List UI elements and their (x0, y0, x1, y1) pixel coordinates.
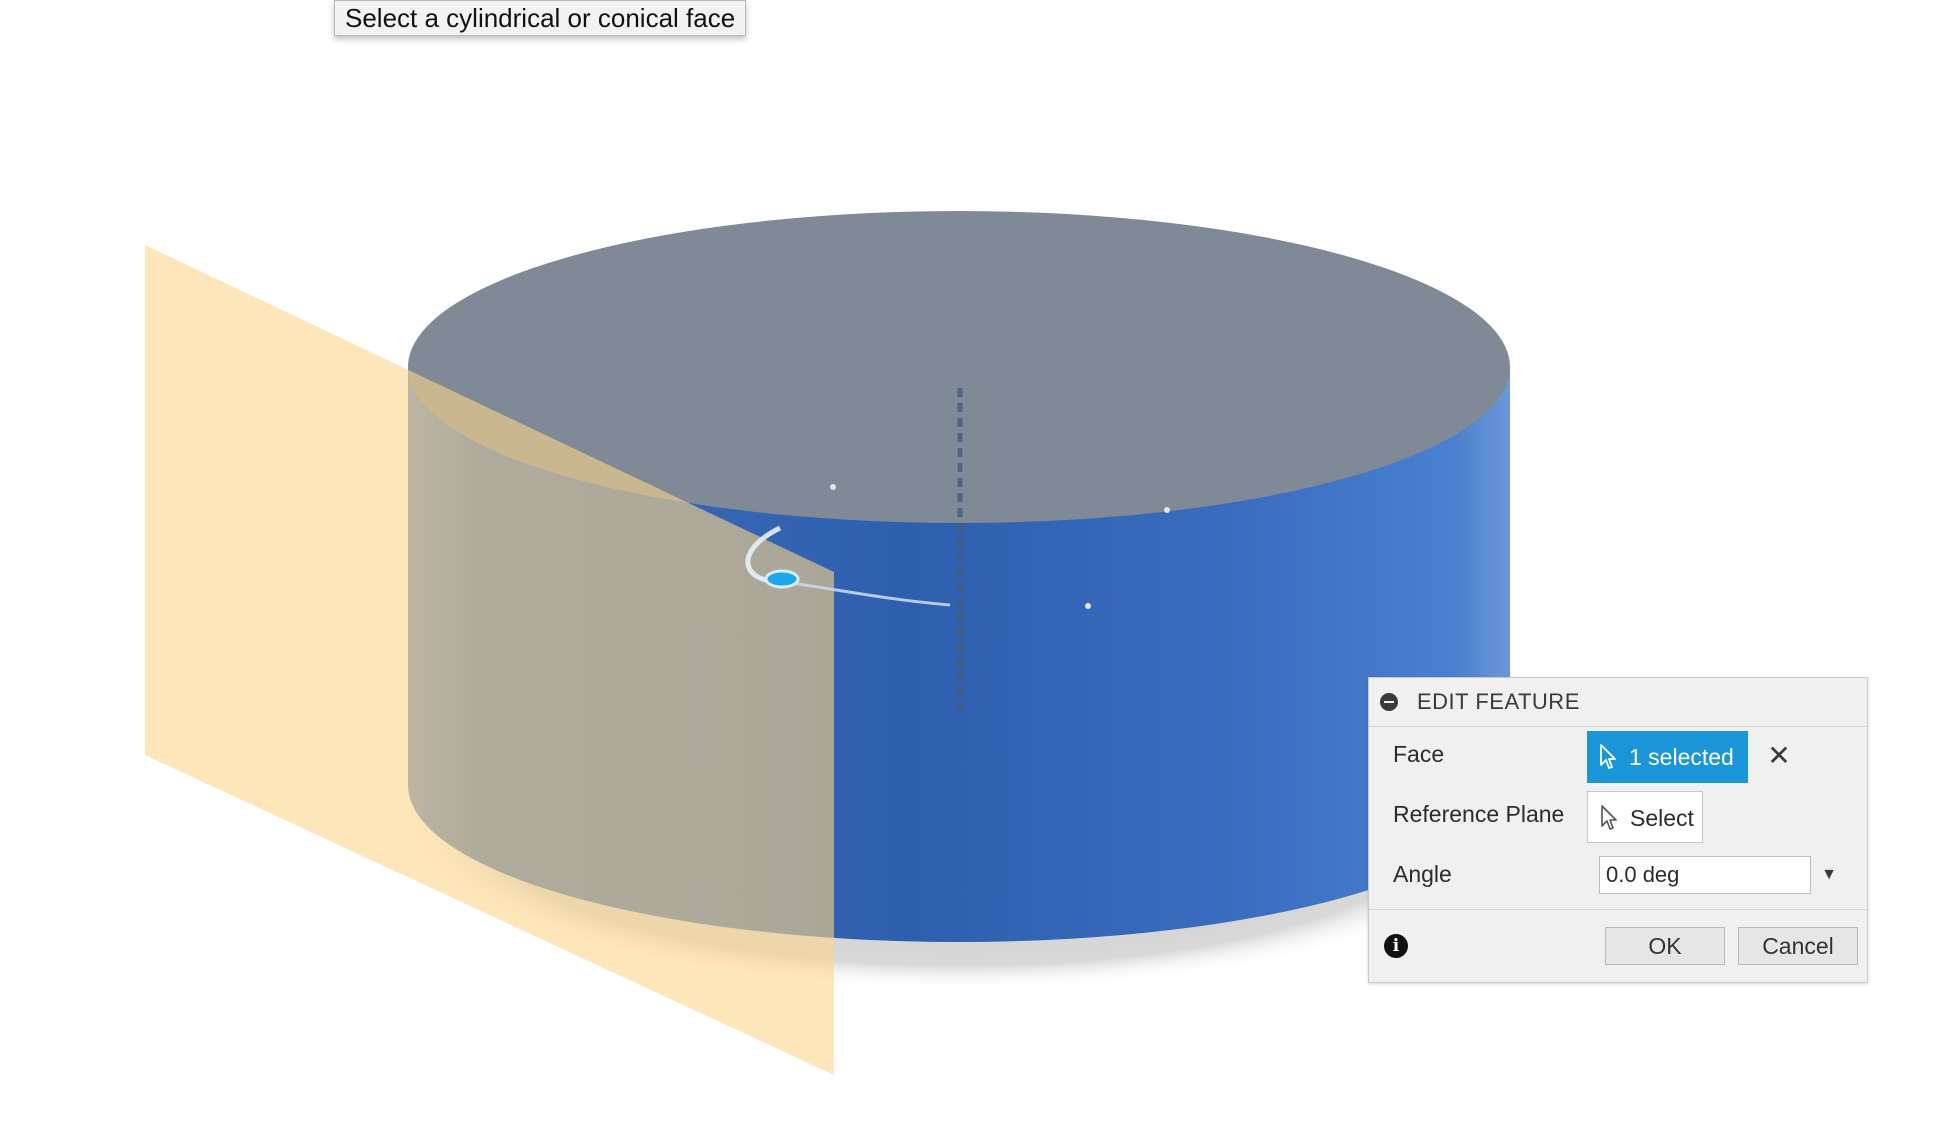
face-selection-button[interactable]: 1 selected (1587, 731, 1748, 783)
panel-header: EDIT FEATURE (1369, 678, 1867, 727)
close-x-icon[interactable]: ✕ (1767, 740, 1791, 771)
face-selection-text: 1 selected (1629, 744, 1734, 770)
angle-manipulator-handle[interactable] (764, 569, 800, 589)
cursor-arrow-icon (1601, 805, 1617, 830)
panel-title: EDIT FEATURE (1417, 689, 1580, 714)
reference-plane-label: Reference Plane (1393, 801, 1565, 827)
info-circle-icon[interactable]: i (1384, 934, 1408, 958)
panel-footer: i OK Cancel (1369, 909, 1867, 982)
face-label: Face (1393, 741, 1445, 767)
selection-prompt-tooltip: Select a cylindrical or conical face (334, 0, 747, 36)
cursor-arrow-icon (1600, 744, 1616, 769)
point-marker (1085, 603, 1091, 609)
cancel-button[interactable]: Cancel (1738, 927, 1858, 965)
triangle-down-icon[interactable]: ▼ (1821, 866, 1837, 883)
ok-button[interactable]: OK (1605, 927, 1725, 965)
edit-feature-panel: EDIT FEATURE Face 1 selected ✕ Reference… (1368, 677, 1868, 983)
minus-circle-icon[interactable] (1380, 693, 1398, 711)
point-marker (830, 484, 836, 490)
cylinder-top-face[interactable] (408, 211, 1510, 523)
angle-input[interactable] (1599, 856, 1811, 894)
construction-plane[interactable] (145, 245, 834, 1075)
angle-manipulator-line (784, 580, 951, 607)
reference-plane-select-button[interactable]: Select (1587, 791, 1703, 843)
reference-plane-select-text: Select (1630, 805, 1694, 831)
angle-label: Angle (1393, 861, 1452, 887)
point-marker (1164, 507, 1170, 513)
